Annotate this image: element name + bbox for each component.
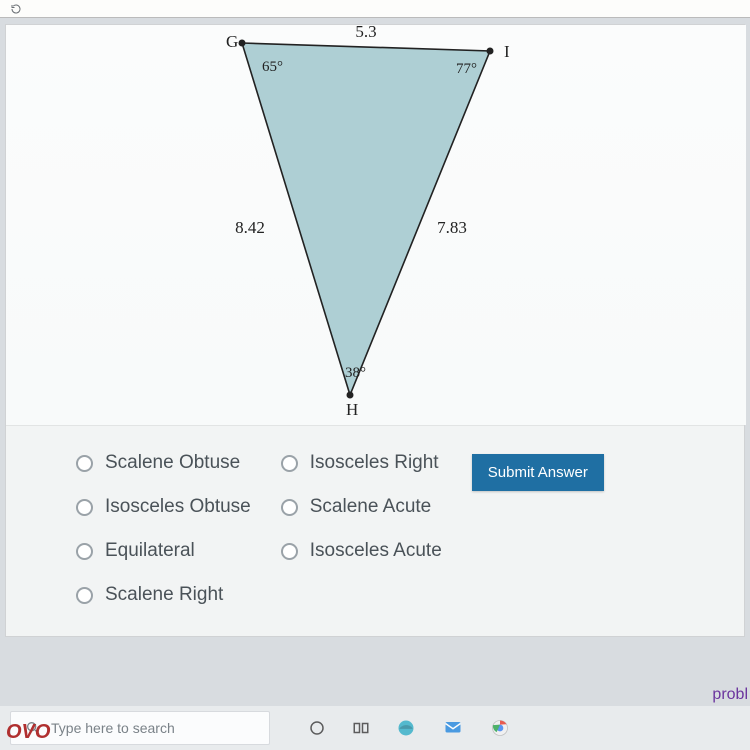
cortana-icon[interactable]	[308, 719, 326, 737]
answer-label: Equilateral	[105, 540, 195, 562]
chrome-icon[interactable]	[490, 718, 510, 738]
side-length-label: 7.83	[437, 218, 467, 237]
radio-icon	[281, 499, 298, 516]
answer-label: Isosceles Acute	[310, 540, 442, 562]
side-length-label: 8.42	[235, 218, 265, 237]
answer-label: Scalene Acute	[310, 496, 431, 518]
vertex-dot	[347, 392, 354, 399]
triangle-figure: G 65° I 77° H 38° 5.3 8.42 7.83	[6, 25, 746, 425]
angle-label: 65°	[262, 59, 283, 75]
radio-icon	[76, 587, 93, 604]
vertex-label: G	[226, 32, 238, 51]
radio-icon	[76, 543, 93, 560]
taskbar-icons	[308, 718, 510, 738]
mail-icon[interactable]	[442, 719, 464, 737]
answer-option[interactable]: Isosceles Obtuse	[76, 496, 251, 518]
vertex-dot	[239, 40, 246, 47]
problem-link-fragment[interactable]: probl	[712, 686, 750, 704]
radio-icon	[281, 543, 298, 560]
answer-label: Isosceles Right	[310, 452, 439, 474]
options-column-2: Isosceles Right Scalene Acute Isosceles Ac…	[281, 452, 442, 562]
radio-icon	[76, 499, 93, 516]
answer-label: Scalene Obtuse	[105, 452, 240, 474]
side-length-label: 5.3	[355, 25, 376, 41]
answer-option[interactable]: Scalene Right	[76, 584, 251, 606]
answer-option[interactable]: Isosceles Acute	[281, 540, 442, 562]
options-column-1: Scalene Obtuse Isosceles Obtuse Equilatera…	[76, 452, 251, 606]
answer-label: Isosceles Obtuse	[105, 496, 251, 518]
vertex-dot	[487, 48, 494, 55]
answer-option[interactable]: Equilateral	[76, 540, 251, 562]
angle-label: 38°	[345, 365, 366, 381]
radio-icon	[281, 455, 298, 472]
address-bar	[0, 0, 750, 18]
vertex-label: H	[346, 400, 358, 419]
vertex-label: I	[504, 42, 510, 61]
answer-option[interactable]: Isosceles Right	[281, 452, 442, 474]
radio-icon	[76, 455, 93, 472]
answer-option[interactable]: Scalene Obtuse	[76, 452, 251, 474]
task-view-icon[interactable]	[352, 719, 370, 737]
ovo-watermark: OVO	[0, 715, 56, 750]
angle-label: 77°	[456, 61, 477, 77]
search-placeholder: Type here to search	[51, 720, 175, 736]
reload-icon[interactable]	[10, 3, 22, 15]
submit-answer-button[interactable]: Submit Answer	[472, 454, 604, 491]
edge-icon[interactable]	[396, 718, 416, 738]
answer-label: Scalene Right	[105, 584, 223, 606]
worksheet-panel: G 65° I 77° H 38° 5.3 8.42 7.83 Scalene Obtuse Is…	[5, 24, 745, 637]
answer-option[interactable]: Scalene Acute	[281, 496, 442, 518]
taskbar: OVO Type here to search	[0, 706, 750, 750]
answers-block: Scalene Obtuse Isosceles Obtuse Equilatera…	[6, 425, 744, 636]
